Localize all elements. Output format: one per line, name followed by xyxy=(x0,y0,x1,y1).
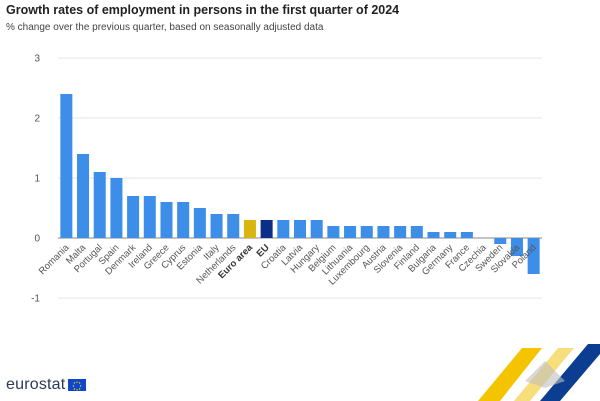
bar-eu[interactable] xyxy=(260,220,273,238)
y-tick-label: 2 xyxy=(34,114,40,125)
bar-finland[interactable] xyxy=(410,226,423,238)
eu-flag-icon xyxy=(68,379,87,391)
bar-italy[interactable] xyxy=(210,214,223,238)
y-tick-label: 0 xyxy=(34,234,40,245)
bar-luxembourg[interactable] xyxy=(360,226,373,238)
bar-slovakia[interactable] xyxy=(510,238,523,256)
bar-germany[interactable] xyxy=(444,232,457,238)
bar-portugal[interactable] xyxy=(93,172,106,238)
bars xyxy=(60,94,540,274)
bar-euro-area[interactable] xyxy=(243,220,256,238)
bar-lithuania[interactable] xyxy=(344,226,357,238)
bar-cyprus[interactable] xyxy=(177,202,190,238)
brand-name: eurostat xyxy=(6,376,66,393)
decorative-ribbon-icon xyxy=(478,344,600,401)
bar-greece[interactable] xyxy=(160,202,173,238)
bar-hungary[interactable] xyxy=(310,220,323,238)
bar-bulgaria[interactable] xyxy=(427,232,440,238)
y-tick-label: 1 xyxy=(34,174,40,185)
bar-denmark[interactable] xyxy=(127,196,140,238)
bar-austria[interactable] xyxy=(377,226,390,238)
bar-croatia[interactable] xyxy=(277,220,290,238)
y-tick-label: -1 xyxy=(31,294,40,305)
chart-subtitle: % change over the previous quarter, base… xyxy=(6,22,324,33)
bar-ireland[interactable] xyxy=(143,196,156,238)
bar-romania[interactable] xyxy=(60,94,73,238)
y-tick-label: 3 xyxy=(34,54,40,65)
bar-malta[interactable] xyxy=(77,154,90,238)
bar-france[interactable] xyxy=(460,232,473,238)
bar-netherlands[interactable] xyxy=(227,214,240,238)
chart-title: Growth rates of employment in persons in… xyxy=(6,3,400,17)
bar-estonia[interactable] xyxy=(193,208,206,238)
bar-belgium[interactable] xyxy=(327,226,340,238)
bar-poland[interactable] xyxy=(527,238,540,274)
y-axis-ticks: -1 0 1 2 3 xyxy=(31,54,40,305)
eurostat-logo: eurostat xyxy=(6,376,87,394)
bar-latvia[interactable] xyxy=(293,220,307,238)
x-axis-labels: RomaniaMaltaPortugalSpainDenmarkIrelandG… xyxy=(37,242,539,288)
bar-sweden[interactable] xyxy=(494,238,507,244)
bar-spain[interactable] xyxy=(110,178,123,238)
bar-slovenia[interactable] xyxy=(394,226,407,238)
